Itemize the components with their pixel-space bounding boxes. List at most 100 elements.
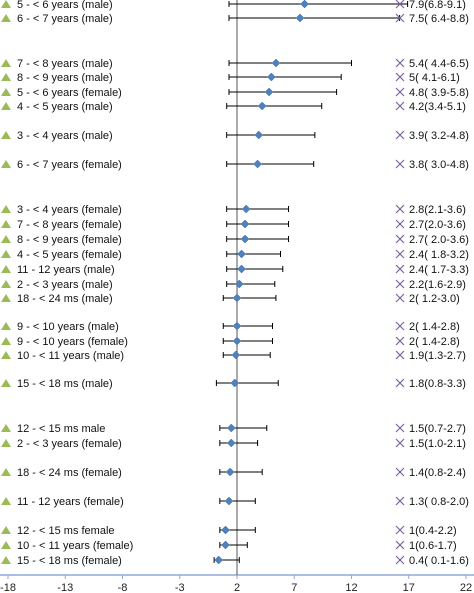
x-tick-label: 12 [345,582,357,593]
ci-text: 2.4( 1.7-3.3) [409,264,469,276]
ci-text: 1(0.6-1.7) [409,540,457,552]
row-triangle-marker [1,131,11,139]
ci-text: 7.9(6.8-9.1) [409,0,466,11]
point-estimate-marker [232,293,242,303]
row-label: 18 - < 24 ms (male) [17,293,113,305]
cross-marker [395,540,405,550]
row-label: 18 - < 24 ms (female) [17,467,122,479]
ci-text: 2.2(1.6-2.9) [409,279,466,291]
row-triangle-marker [1,468,11,476]
ci-text: 3.8( 3.0-4.8) [409,159,469,171]
plot-row: 12 - < 15 ms female 1(0.4-2.2) [1,525,457,537]
cross-marker [395,204,405,214]
plot-row: 5 - < 6 years (female) 4.8( 3.9-5.8) [1,87,469,99]
ci-text: 0.4( 0.1-1.6) [409,555,469,567]
row-triangle-marker [1,526,11,534]
row-label: 11 - 12 years (female) [17,496,124,508]
plot-row: 3 - < 4 years (female) 2.8(2.1-3.6) [1,204,466,216]
x-tick-label: -8 [118,582,128,593]
cross-marker [395,58,405,68]
row-label: 9 - < 10 years (male) [17,321,119,333]
cross-marker [395,13,405,23]
ci-text: 1.5(1.0-2.1) [409,438,466,450]
point-estimate-marker [241,204,251,214]
cross-marker [395,423,405,433]
plot-row: 3 - < 4 years (male) 3.9( 3.2-4.8) [1,130,469,142]
point-estimate-marker [271,58,281,68]
row-label: 12 - < 15 ms male [17,423,105,435]
point-estimate-marker [240,219,250,229]
plot-row: 2 - < 3 years (male) 2.2(1.6-2.9) [1,279,466,291]
cross-marker [395,293,405,303]
row-triangle-marker [1,220,11,228]
row-label: 15 - < 18 ms (male) [17,378,113,390]
point-estimate-marker [237,249,246,259]
row-label: 2 - < 3 years (female) [17,438,122,450]
point-estimate-marker [237,264,246,274]
point-estimate-marker [224,496,234,506]
row-triangle-marker [1,102,11,110]
row-label: 5 - < 6 years (male) [17,0,113,11]
row-triangle-marker [1,73,11,81]
row-triangle-marker [1,556,11,564]
ci-text: 5.4( 4.4-6.5) [409,58,469,70]
point-estimate-marker [225,467,235,477]
plot-row: 12 - < 15 ms male 1.5(0.7-2.7) [1,423,466,435]
row-triangle-marker [1,424,11,432]
point-estimate-marker [232,336,242,346]
row-label: 4 - < 5 years (male) [17,101,113,113]
x-tick-label: 22 [460,582,472,593]
point-estimate-marker [254,130,264,140]
plot-row: 15 - < 18 ms (male) 1.8(0.8-3.3) [1,378,466,390]
plot-row: 7 - < 8 years (male) 5.4( 4.4-6.5) [1,58,469,70]
cross-marker [395,264,405,274]
row-triangle-marker [1,205,11,213]
point-estimate-marker [295,13,305,23]
row-triangle-marker [1,439,11,447]
row-triangle-marker [1,265,11,273]
point-estimate-marker [264,87,274,97]
row-triangle-marker [1,497,11,505]
row-triangle-marker [1,235,11,243]
row-triangle-marker [1,160,11,168]
row-label: 10 - < 11 years (male) [17,350,124,362]
cross-marker [395,378,405,388]
point-estimate-marker [257,101,267,111]
plot-row: 15 - < 18 ms (female) 0.4( 0.1-1.6) [1,555,469,567]
cross-marker [395,0,405,9]
cross-marker [395,350,405,360]
row-triangle-marker [1,379,11,387]
point-estimate-marker [266,72,276,82]
row-triangle-marker [1,280,11,288]
point-estimate-marker [234,279,244,289]
plot-row: 4 - < 5 years (male) 4.2(3.4-5.1) [1,101,466,113]
plot-row: 6 - < 7 years (female) 3.8( 3.0-4.8) [1,159,469,171]
ci-text: 2.8(2.1-3.6) [409,204,466,216]
row-label: 3 - < 4 years (female) [17,204,122,216]
row-label: 7 - < 8 years (male) [17,58,113,70]
row-label: 12 - < 15 ms female [17,525,115,537]
plot-row: 8 - < 9 years (female) 2.7( 2.0-3.6) [1,234,469,246]
cross-marker [395,130,405,140]
row-label: 6 - < 7 years (male) [17,13,113,25]
row-label: 15 - < 18 ms (female) [17,555,122,567]
ci-text: 4.2(3.4-5.1) [409,101,466,113]
point-estimate-marker [253,159,262,169]
cross-marker [395,555,405,565]
row-label: 2 - < 3 years (male) [17,279,113,291]
plot-row: 8 - < 9 years (male) 5( 4.1-6.1) [1,72,460,84]
point-estimate-marker [226,438,236,448]
cross-marker [395,219,405,229]
ci-text: 2( 1.2-3.0) [409,293,460,305]
ci-text: 5( 4.1-6.1) [409,72,460,84]
x-tick-label: 7 [291,582,297,593]
cross-marker [395,496,405,506]
cross-marker [395,72,405,82]
ci-text: 7.5( 6.4-8.8) [409,13,469,25]
ci-text: 1.8(0.8-3.3) [409,378,466,390]
point-estimate-marker [231,350,241,360]
cross-marker [395,159,405,169]
row-label: 9 - < 10 years (female) [17,336,128,348]
row-triangle-marker [1,88,11,96]
